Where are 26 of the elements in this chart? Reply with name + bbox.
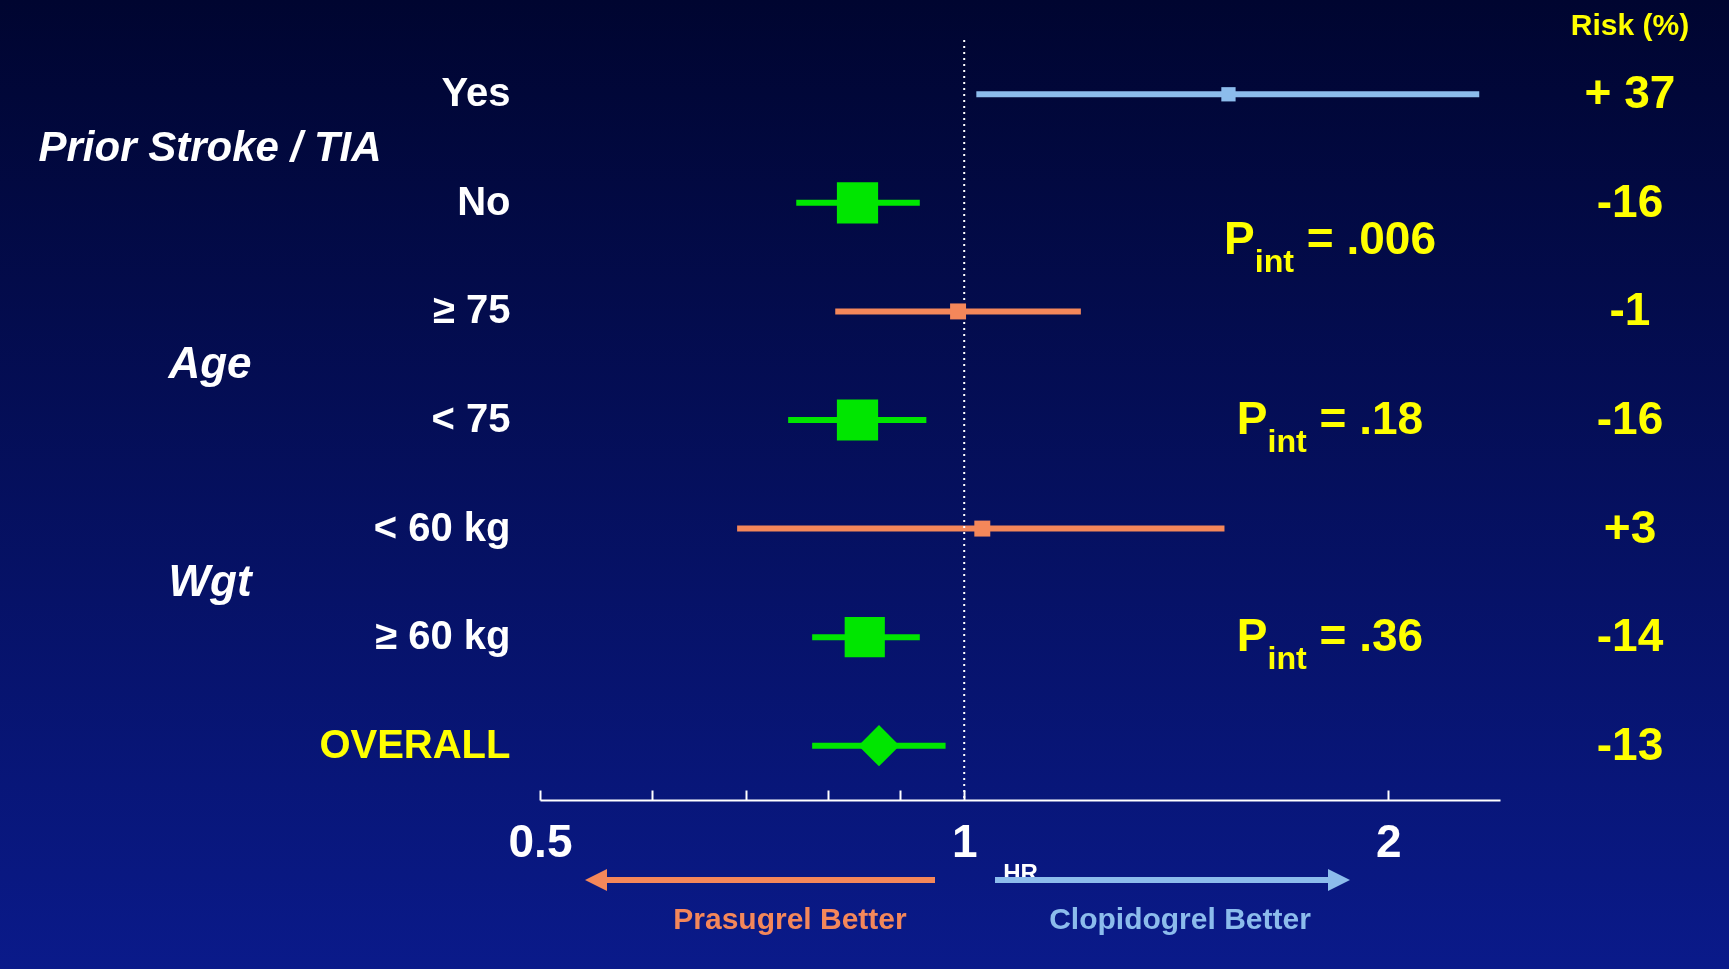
text: +3 [1603, 500, 1657, 553]
annotation: P$_{int}$ = .36 [1236, 609, 1424, 676]
text: Prasugrel Better [673, 902, 908, 935]
x-tick-label: 0.5 [508, 814, 573, 867]
text: -16 [1596, 174, 1664, 227]
text: Wgt [168, 556, 254, 605]
text: Clopidogrel Better [1049, 902, 1312, 935]
text: Prior Stroke / TIA [38, 123, 382, 170]
x-tick-label: 2 [1376, 814, 1402, 867]
y-tick-label: < 60 kg [373, 504, 511, 549]
text: -13 [1596, 717, 1664, 770]
y-tick-label: < 75 [431, 396, 511, 440]
text: -1 [1609, 283, 1651, 336]
text: -16 [1596, 392, 1664, 444]
y-tick-label: ≥ 75 [432, 287, 511, 332]
y-tick-label: ≥ 60 kg [375, 613, 511, 658]
x-tick-label: 1 [951, 814, 978, 867]
y-tick-label: No [457, 178, 511, 223]
annotation: P$_{int}$ = .18 [1236, 392, 1424, 459]
text: Age [167, 338, 252, 387]
y-tick-label: Yes [441, 70, 511, 115]
text: Risk (%) [1570, 8, 1690, 41]
y-tick-label: OVERALL [319, 721, 511, 766]
annotation: P$_{int}$ = .006 [1224, 212, 1436, 279]
text: -14 [1596, 609, 1664, 662]
text: + 37 [1584, 66, 1676, 119]
